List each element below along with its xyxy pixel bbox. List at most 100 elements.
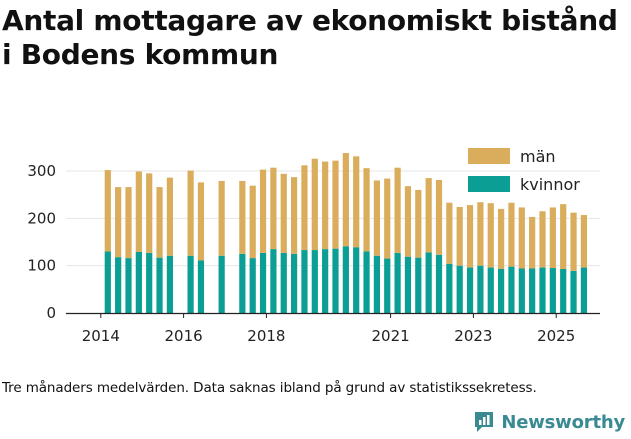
bar-kvinnor (508, 266, 515, 313)
bar-man (373, 180, 380, 256)
bar-man (270, 167, 277, 250)
legend-label: kvinnor (520, 175, 580, 194)
bar-man (560, 204, 567, 269)
bar-man (291, 177, 298, 254)
y-tick-label: 200 (27, 209, 56, 227)
bar-man (239, 180, 246, 254)
bar-kvinnor (384, 258, 391, 313)
bar-kvinnor (249, 258, 256, 313)
bar-kvinnor (549, 268, 556, 313)
bar-kvinnor (394, 252, 401, 313)
bar-man (218, 180, 225, 256)
y-tick-label: 0 (46, 304, 56, 322)
bar-man (280, 173, 287, 253)
bar-kvinnor (580, 267, 587, 313)
bar-kvinnor (146, 252, 153, 313)
bar-kvinnor (115, 257, 122, 313)
bar-kvinnor (104, 251, 111, 313)
bar-man (394, 167, 401, 253)
bar-man (539, 211, 546, 268)
footnote: Tre månaders medelvärden. Data saknas ib… (2, 380, 537, 396)
bar-kvinnor (539, 267, 546, 313)
x-tick-label: 2014 (82, 327, 120, 345)
bar-man (363, 168, 370, 252)
bar-man (425, 178, 432, 253)
bar-man (249, 185, 256, 259)
bar-kvinnor (301, 250, 308, 313)
bar-man (549, 207, 556, 269)
bar-man (487, 203, 494, 268)
bar-man (332, 160, 339, 249)
bar-man (197, 182, 205, 261)
x-tick-label: 2025 (537, 327, 575, 345)
bar-kvinnor (270, 249, 277, 313)
legend-swatch-man (468, 148, 510, 164)
bar-man (342, 153, 349, 247)
x-tick-label: 2016 (165, 327, 203, 345)
legend-label: män (520, 147, 556, 166)
bar-man (404, 186, 412, 257)
bar-man (146, 173, 153, 253)
y-tick-label: 300 (27, 162, 56, 180)
bar-kvinnor (342, 246, 349, 313)
bar-kvinnor (291, 253, 298, 313)
x-tick-label: 2023 (454, 327, 492, 345)
bar-man (570, 212, 577, 271)
bar-kvinnor (477, 265, 484, 313)
bar-kvinnor (239, 253, 246, 313)
bar-man (384, 178, 391, 259)
bar-man (125, 187, 132, 259)
bar-kvinnor (156, 257, 163, 313)
bar-kvinnor (466, 267, 474, 313)
bar-man (498, 208, 505, 269)
bar-kvinnor (446, 263, 453, 313)
bar-man (301, 165, 308, 251)
bar-kvinnor (259, 252, 267, 313)
bar-kvinnor (322, 249, 329, 313)
chart-title: Antal mottagare av ekonomiskt bistånd i … (2, 4, 618, 71)
bar-kvinnor (353, 247, 360, 313)
bar-man (508, 202, 515, 267)
brand-name: Newsworthy (501, 411, 625, 433)
bar-kvinnor (518, 268, 525, 313)
bar-kvinnor (415, 257, 422, 313)
bar-man (322, 161, 329, 250)
bar-kvinnor (280, 252, 287, 313)
bar-man (311, 158, 318, 251)
x-tick-label: 2021 (372, 327, 410, 345)
brand-logo[interactable]: Newsworthy (473, 410, 625, 434)
bar-kvinnor (487, 267, 494, 313)
bar-kvinnor (425, 252, 432, 313)
bar-man (353, 156, 360, 248)
bar-man (156, 187, 163, 258)
bar-man (466, 205, 474, 268)
bar-kvinnor (373, 255, 380, 313)
bar-kvinnor (197, 260, 205, 313)
bar-kvinnor (456, 265, 463, 313)
bar-man (477, 202, 484, 266)
bar-man (580, 215, 587, 268)
bar-kvinnor (311, 250, 318, 313)
bar-man (446, 202, 453, 264)
bar-kvinnor (218, 255, 225, 313)
bar-kvinnor (560, 268, 567, 313)
bar-kvinnor (166, 255, 173, 313)
bar-kvinnor (435, 254, 443, 313)
bar-man (135, 171, 142, 252)
bar-man (115, 187, 122, 258)
bar-kvinnor (187, 255, 194, 313)
bar-kvinnor (529, 268, 536, 313)
bar-kvinnor (135, 251, 142, 313)
bar-man (259, 169, 267, 253)
x-tick-label: 2018 (247, 327, 285, 345)
bar-man (104, 170, 111, 252)
bar-man (529, 216, 536, 269)
bar-man (518, 207, 525, 269)
legend-swatch-kvinnor (468, 176, 510, 192)
bar-kvinnor (332, 248, 339, 313)
bar-kvinnor (125, 258, 132, 313)
y-tick-label: 100 (27, 257, 56, 275)
bar-kvinnor (498, 268, 505, 313)
newsworthy-logo-icon (475, 412, 494, 432)
bar-kvinnor (404, 256, 412, 313)
